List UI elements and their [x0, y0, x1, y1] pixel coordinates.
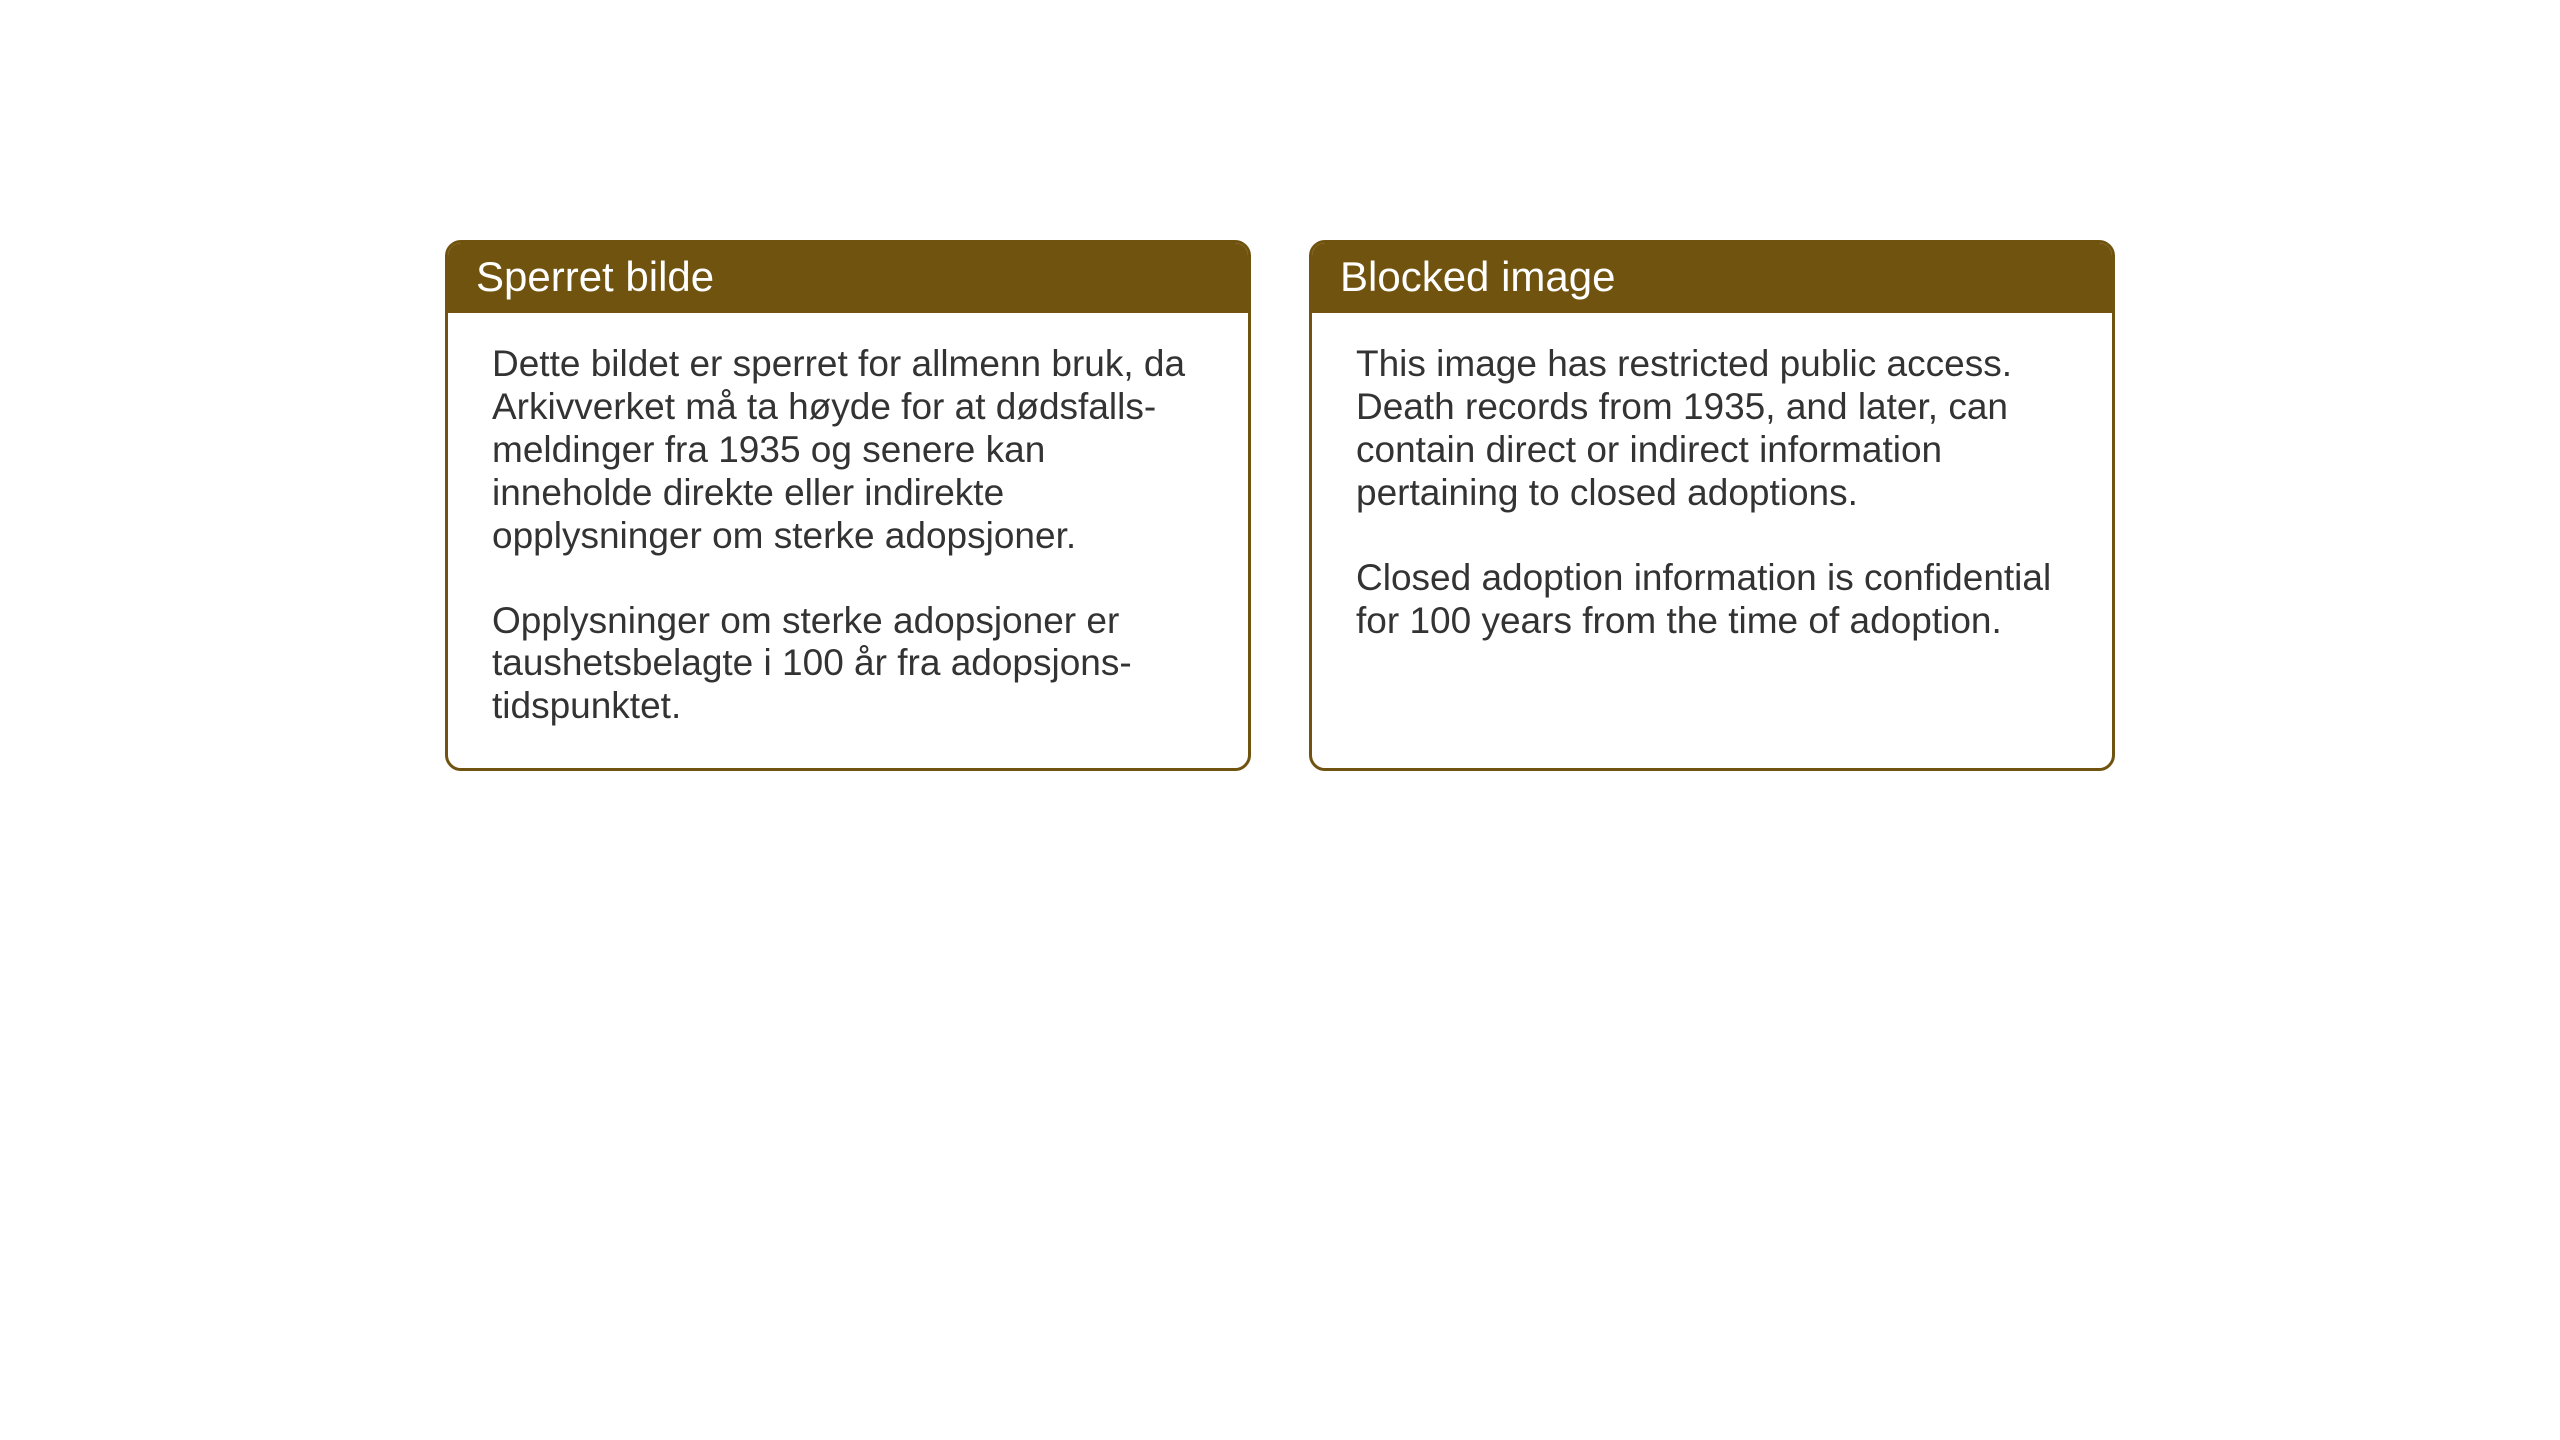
card-header-english: Blocked image [1312, 243, 2112, 313]
card-paragraph: Opplysninger om sterke adopsjoner er tau… [492, 600, 1204, 729]
notice-cards-container: Sperret bilde Dette bildet er sperret fo… [445, 240, 2115, 771]
notice-card-english: Blocked image This image has restricted … [1309, 240, 2115, 771]
card-paragraph: This image has restricted public access.… [1356, 343, 2068, 515]
card-title-norwegian: Sperret bilde [476, 253, 714, 300]
card-body-english: This image has restricted public access.… [1312, 313, 2112, 753]
notice-card-norwegian: Sperret bilde Dette bildet er sperret fo… [445, 240, 1251, 771]
card-paragraph: Closed adoption information is confident… [1356, 557, 2068, 643]
card-paragraph: Dette bildet er sperret for allmenn bruk… [492, 343, 1204, 558]
card-title-english: Blocked image [1340, 253, 1615, 300]
card-body-norwegian: Dette bildet er sperret for allmenn bruk… [448, 313, 1248, 768]
card-header-norwegian: Sperret bilde [448, 243, 1248, 313]
